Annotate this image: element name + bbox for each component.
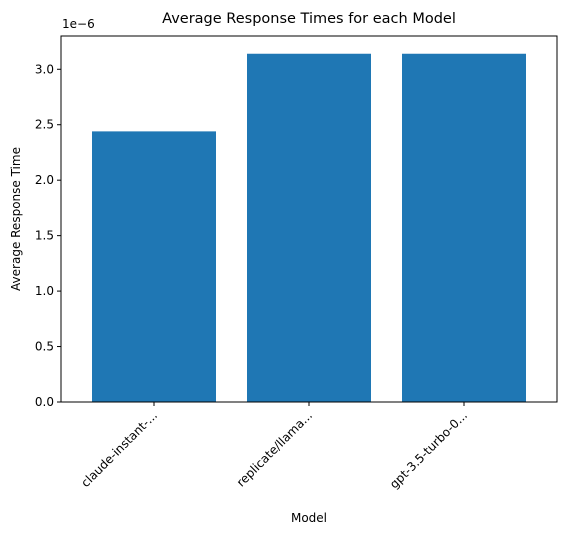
- y-tick-label: 0.5: [35, 340, 54, 354]
- bar-2: [402, 53, 526, 402]
- x-tick-label: replicate/llama...: [234, 408, 315, 489]
- bar-1: [247, 53, 371, 402]
- x-axis-ticks: claude-instant-... replicate/llama... gpt-…: [78, 402, 470, 491]
- y-tick-label: 2.5: [35, 118, 54, 132]
- bars-group: [92, 53, 526, 402]
- chart-title: Average Response Times for each Model: [162, 11, 456, 27]
- x-tick-label: gpt-3.5-turbo-0...: [387, 408, 470, 491]
- y-tick-label: 1.5: [35, 229, 54, 243]
- bar-0: [92, 131, 216, 402]
- y-tick-label: 3.0: [35, 62, 54, 76]
- y-axis-multiplier: 1e−6: [62, 17, 95, 31]
- y-axis-ticks: 0.0 0.5 1.0 1.5 2.0 2.5 3.0: [35, 62, 61, 409]
- x-tick-label: claude-instant-...: [78, 408, 160, 490]
- y-tick-label: 1.0: [35, 284, 54, 298]
- x-axis-label: Model: [291, 511, 327, 525]
- y-tick-label: 2.0: [35, 173, 54, 187]
- y-tick-label: 0.0: [35, 395, 54, 409]
- plot-frame: [60, 35, 558, 403]
- y-axis-label: Average Response Time: [9, 147, 23, 291]
